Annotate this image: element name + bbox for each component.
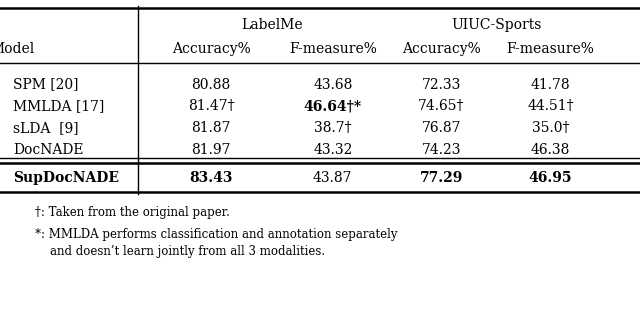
Text: 43.87: 43.87 (313, 172, 353, 185)
Text: sLDA  [9]: sLDA [9] (13, 121, 79, 135)
Text: DocNADE: DocNADE (13, 143, 83, 157)
Text: and doesn’t learn jointly from all 3 modalities.: and doesn’t learn jointly from all 3 mod… (35, 245, 325, 259)
Text: 41.78: 41.78 (531, 78, 570, 91)
Text: 46.38: 46.38 (531, 143, 570, 157)
Text: SPM [20]: SPM [20] (13, 78, 78, 91)
Text: F-measure%: F-measure% (289, 42, 377, 55)
Text: 81.97: 81.97 (191, 143, 231, 157)
Text: †: Taken from the original paper.: †: Taken from the original paper. (35, 206, 230, 219)
Text: 77.29: 77.29 (420, 172, 463, 185)
Text: F-measure%: F-measure% (506, 42, 595, 55)
Text: MMLDA [17]: MMLDA [17] (13, 100, 104, 113)
Text: 74.23: 74.23 (422, 143, 461, 157)
Text: 46.95: 46.95 (529, 172, 572, 185)
Text: 80.88: 80.88 (191, 78, 231, 91)
Text: 72.33: 72.33 (422, 78, 461, 91)
Text: 76.87: 76.87 (422, 121, 461, 135)
Text: 83.43: 83.43 (189, 172, 233, 185)
Text: 81.87: 81.87 (191, 121, 231, 135)
Text: 81.47†: 81.47† (188, 100, 234, 113)
Text: 35.0†: 35.0† (532, 121, 569, 135)
Text: 46.64†*: 46.64†* (304, 100, 362, 113)
Text: 43.32: 43.32 (313, 143, 353, 157)
Text: LabelMe: LabelMe (241, 18, 303, 32)
Text: 44.51†: 44.51† (527, 100, 573, 113)
Text: SupDocNADE: SupDocNADE (13, 172, 119, 185)
Text: Model: Model (0, 42, 35, 55)
Text: *: MMLDA performs classification and annotation separately: *: MMLDA performs classification and ann… (35, 228, 397, 241)
Text: Accuracy%: Accuracy% (402, 42, 481, 55)
Text: 38.7†: 38.7† (314, 121, 351, 135)
Text: UIUC-Sports: UIUC-Sports (451, 18, 541, 32)
Text: 74.65†: 74.65† (419, 100, 465, 113)
Text: 43.68: 43.68 (313, 78, 353, 91)
Text: Accuracy%: Accuracy% (172, 42, 251, 55)
